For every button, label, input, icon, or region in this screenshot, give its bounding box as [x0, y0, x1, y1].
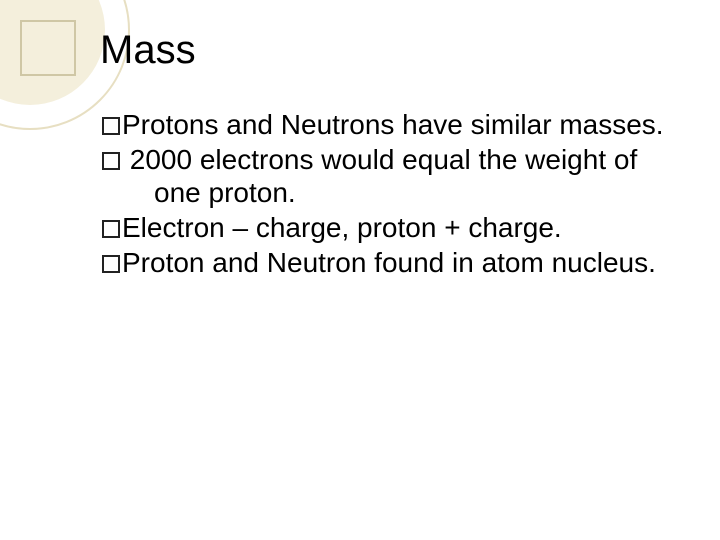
bullet-text: 2000 electrons would equal the weight of…: [122, 144, 637, 208]
slide: Mass Protons and Neutrons have similar m…: [0, 0, 720, 540]
bullet-text: Protons and Neutrons have similar masses…: [122, 109, 664, 140]
square-bullet-icon: [102, 220, 120, 238]
square-bullet-icon: [102, 152, 120, 170]
bullet-item: Protons and Neutrons have similar masses…: [128, 108, 672, 141]
bullet-item: Electron – charge, proton + charge.: [128, 211, 672, 244]
bullet-text: Electron – charge, proton + charge.: [122, 212, 562, 243]
slide-title: Mass: [100, 28, 680, 73]
square-bullet-icon: [102, 117, 120, 135]
square-bullet-icon: [102, 255, 120, 273]
bullet-text: Proton and Neutron found in atom nucleus…: [122, 247, 656, 278]
bullet-item: 2000 electrons would equal the weight of…: [128, 143, 672, 209]
bullet-item: Proton and Neutron found in atom nucleus…: [128, 246, 672, 279]
decorative-square: [20, 20, 76, 76]
slide-body: Protons and Neutrons have similar masses…: [128, 108, 672, 281]
